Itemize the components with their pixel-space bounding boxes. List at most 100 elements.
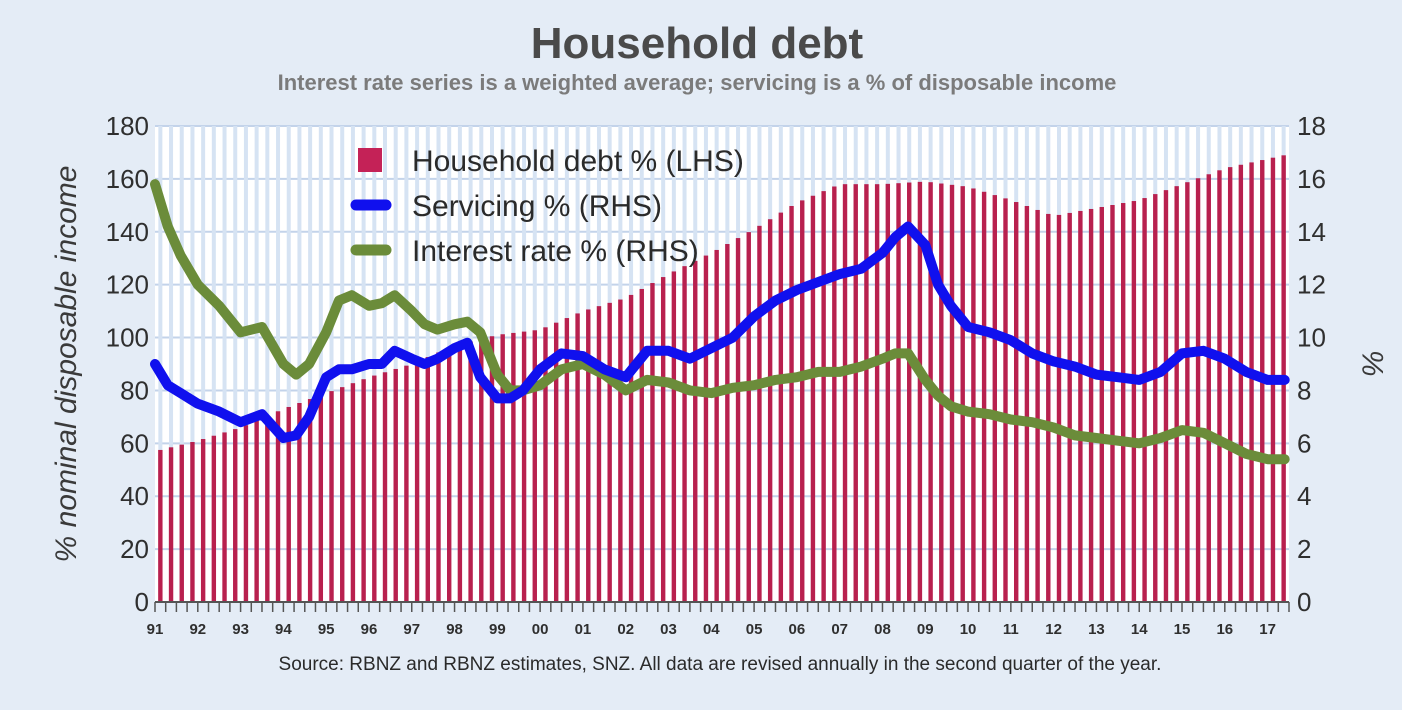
debt-bar [971, 188, 976, 602]
debt-bar [1217, 170, 1222, 603]
legend-label-interest: Interest rate % (RHS) [412, 235, 699, 268]
bar-background-stripe [243, 126, 248, 602]
chart-title: Household debt [531, 19, 864, 68]
bar-background-stripe [233, 126, 238, 602]
legend-label-servicing: Servicing % (RHS) [412, 190, 662, 223]
debt-bar [254, 420, 259, 602]
debt-bar [446, 347, 452, 602]
debt-bar [1163, 190, 1169, 602]
debt-bar [222, 432, 227, 602]
debt-bars [158, 155, 1286, 603]
y-tick-label-right: 8 [1297, 375, 1311, 405]
x-tick-label: 97 [403, 621, 420, 638]
y-tick-label-left: 160 [106, 164, 149, 194]
debt-bar [553, 322, 559, 602]
debt-bar [1195, 178, 1201, 602]
debt-bar [318, 395, 324, 602]
debt-bar [767, 219, 773, 602]
debt-bar [158, 449, 163, 602]
debt-bar [917, 181, 923, 602]
debt-bar [628, 294, 634, 602]
axes: 0204060801001201401601800246810121416189… [106, 111, 1326, 638]
debt-bar [682, 266, 687, 602]
debt-bar [564, 318, 570, 602]
x-tick-label: 06 [789, 621, 806, 638]
debt-bar [200, 439, 206, 602]
debt-bar [832, 186, 837, 602]
debt-bar [1120, 203, 1126, 602]
bar-background-stripe [318, 126, 323, 602]
debt-bar [821, 191, 826, 602]
debt-bar [1110, 205, 1115, 602]
debt-bar [543, 327, 548, 602]
x-tick-label: 91 [147, 621, 164, 638]
x-tick-label: 95 [318, 621, 335, 638]
x-tick-label: 11 [1003, 621, 1019, 638]
debt-bar [1238, 164, 1244, 602]
y-tick-label-right: 2 [1297, 534, 1311, 564]
servicing-line [150, 221, 1290, 443]
bar-background-stripe [254, 126, 259, 602]
debt-bar [1153, 194, 1158, 602]
debt-bar [575, 313, 580, 602]
x-tick-label: 12 [1045, 621, 1062, 638]
debt-bar [425, 357, 431, 602]
debt-bar [190, 442, 195, 602]
y-tick-label-left: 80 [120, 375, 149, 405]
debt-bar [1206, 174, 1211, 602]
debt-bar [1099, 206, 1104, 602]
debt-bar [746, 232, 751, 602]
debt-bar [329, 391, 334, 602]
debt-bar [233, 429, 238, 602]
chart-subtitle: Interest rate series is a weighted avera… [278, 70, 1117, 95]
y-tick-label-left: 40 [120, 481, 149, 511]
x-tick-label: 01 [575, 621, 592, 638]
x-tick-label: 13 [1088, 621, 1105, 638]
bar-background-stripe [201, 126, 206, 602]
debt-bar [1056, 214, 1062, 603]
y-tick-label-right: 14 [1297, 217, 1326, 247]
debt-bar [168, 447, 174, 602]
debt-bar [350, 383, 356, 602]
debt-bar [1067, 212, 1072, 603]
y-axis-right-label: % [1357, 351, 1390, 378]
debt-bar [714, 249, 719, 603]
debt-bar [981, 191, 987, 602]
debt-bar [639, 288, 644, 602]
debt-bar [1024, 205, 1030, 602]
debt-bar [243, 425, 249, 602]
x-tick-label: 03 [660, 621, 677, 638]
bar-background-stripe [393, 126, 398, 602]
x-tick-label: 10 [960, 621, 977, 638]
debt-bar [960, 186, 965, 602]
debt-bar [1142, 198, 1147, 603]
legend-label-debt: Household debt % (LHS) [412, 145, 744, 178]
debt-bar [1013, 202, 1019, 602]
y-tick-label-left: 180 [106, 111, 149, 141]
y-tick-label-left: 100 [106, 323, 149, 353]
y-axis-left-label: % nominal disposable income [50, 166, 83, 563]
y-tick-label-right: 10 [1297, 323, 1326, 353]
y-tick-label-left: 0 [135, 587, 149, 617]
debt-bar [468, 341, 473, 602]
debt-bar [414, 361, 420, 602]
debt-bar [650, 283, 655, 602]
y-tick-label-right: 18 [1297, 111, 1326, 141]
debt-bar [1227, 167, 1233, 602]
debt-bar [361, 379, 366, 602]
bar-background-stripe [179, 126, 184, 602]
debt-bar [275, 411, 281, 602]
debt-bar [372, 375, 377, 602]
debt-bar [735, 238, 741, 602]
debt-bar [1185, 182, 1190, 602]
legend-swatch-debt [358, 148, 382, 172]
debt-bar [286, 406, 291, 602]
debt-bar [660, 277, 666, 602]
bar-background-stripe [340, 126, 345, 602]
debt-bar [810, 195, 816, 602]
debt-bar [596, 306, 602, 602]
debt-bar [842, 184, 848, 602]
y-tick-label-left: 60 [120, 428, 149, 458]
debt-bar [1003, 198, 1008, 602]
